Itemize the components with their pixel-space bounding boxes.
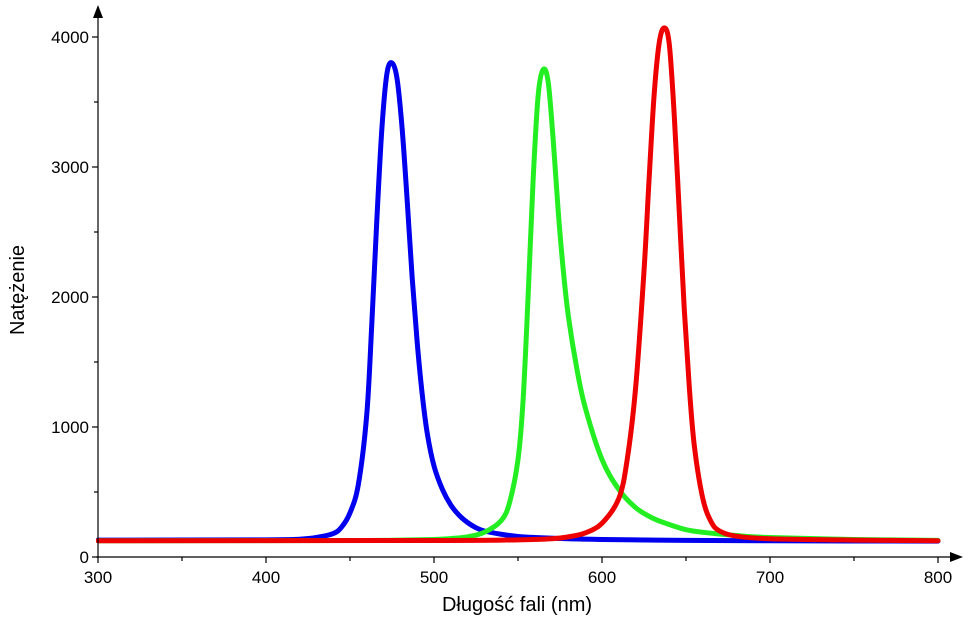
x-tick-label: 800 <box>924 568 952 587</box>
x-tick-label: 500 <box>420 568 448 587</box>
x-tick-label: 600 <box>588 568 616 587</box>
y-tick-label: 4000 <box>51 28 89 47</box>
y-tick-label: 1000 <box>51 418 89 437</box>
series-line-2 <box>96 66 941 544</box>
y-axis-title: Natężenie <box>7 245 29 335</box>
x-tick-label: 400 <box>252 568 280 587</box>
y-tick-label: 2000 <box>51 288 89 307</box>
x-axis-title: Długość fali (nm) <box>442 594 592 616</box>
x-axis-arrow-icon <box>950 552 963 562</box>
series-line-3 <box>96 25 941 544</box>
y-axis-arrow-icon <box>93 5 103 18</box>
x-tick-label: 700 <box>756 568 784 587</box>
y-tick-label: 0 <box>80 548 89 567</box>
y-tick-label: 3000 <box>51 158 89 177</box>
x-tick-label: 300 <box>84 568 112 587</box>
